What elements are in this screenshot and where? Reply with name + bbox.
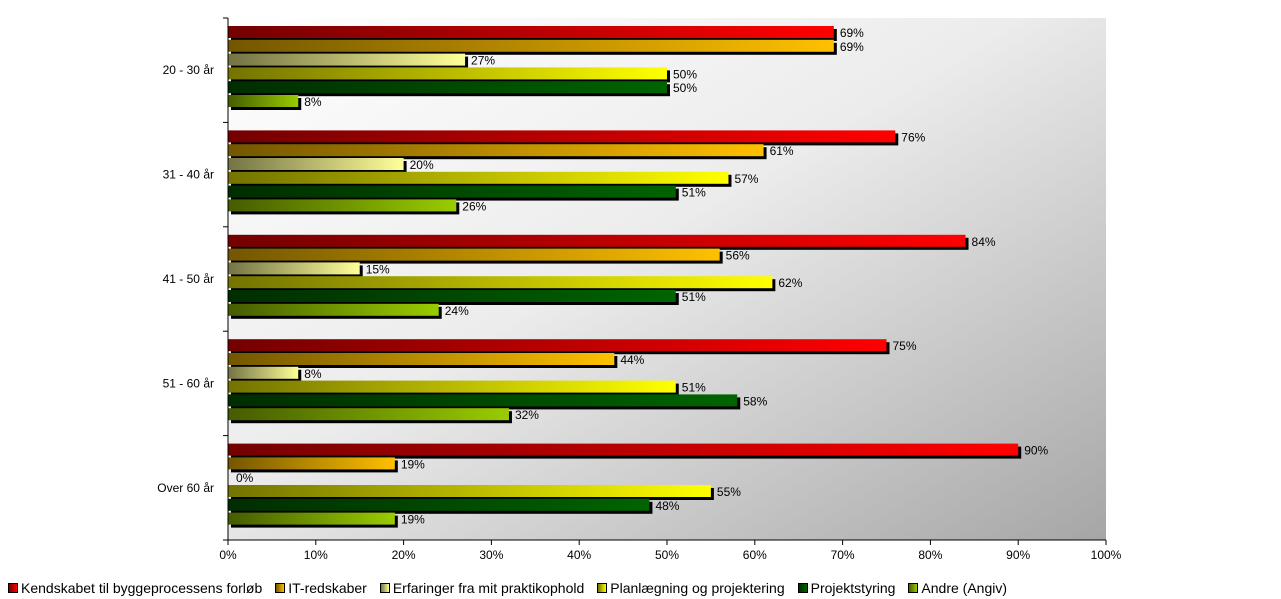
data-label: 32% <box>515 408 539 422</box>
bar <box>228 199 457 212</box>
legend-item: Erfaringer fra mit praktikophold <box>379 580 585 596</box>
bar <box>228 144 764 157</box>
bars-layer <box>228 26 1022 528</box>
bar <box>228 353 615 365</box>
category-label: 31 - 40 år <box>163 168 214 182</box>
legend-swatch <box>275 583 286 593</box>
legend-item: Andre (Angiv) <box>908 580 1007 596</box>
data-label: 51% <box>682 186 706 200</box>
data-label: 62% <box>778 276 802 290</box>
data-label: 26% <box>462 199 486 213</box>
data-label: 8% <box>304 95 322 109</box>
bar <box>228 39 834 52</box>
data-label: 84% <box>972 235 996 249</box>
axes-layer: 20 - 30 år 31 - 40 år 41 - 50 år 51 - 60 år… <box>157 17 1122 562</box>
data-label: 90% <box>1024 444 1048 458</box>
data-labels-layer: 69%69% 27% 50%50% 8% 76% 61% 20% 57% 51% 26% 84% 56… <box>236 26 1049 527</box>
x-tick-label: 0% <box>219 548 237 562</box>
legend-label: Planlægning og projektering <box>610 580 785 596</box>
bar <box>228 290 676 302</box>
data-label: 48% <box>655 499 679 513</box>
bar <box>228 457 395 470</box>
data-label: 58% <box>743 394 767 408</box>
data-label: 19% <box>401 457 425 471</box>
data-label: 44% <box>620 353 644 367</box>
legend-swatch <box>597 583 608 593</box>
bar <box>228 485 711 497</box>
bar-chart: 69%69%27%50%50%8%76%61%20%57%51%26%84%56… <box>157 17 1122 562</box>
bar <box>228 130 896 143</box>
category-label: Over 60 år <box>157 481 214 495</box>
data-label: 0% <box>236 471 254 485</box>
data-label: 27% <box>471 54 495 68</box>
category-label: 20 - 30 år <box>163 63 214 77</box>
data-label: 55% <box>717 485 741 499</box>
bar <box>228 498 650 511</box>
legend-item: Planlægning og projektering <box>597 580 785 596</box>
x-tick-label: 40% <box>567 548 591 562</box>
legend-swatch <box>797 583 808 593</box>
legend-label: Kendskabet til byggeprocessens forløb <box>21 580 263 596</box>
x-tick-label: 20% <box>392 548 416 562</box>
data-label: 76% <box>901 130 925 144</box>
bar <box>228 234 966 247</box>
data-label: 24% <box>445 304 469 318</box>
data-label: 50% <box>673 67 697 81</box>
x-tick-label: 70% <box>831 548 855 562</box>
bar <box>228 67 667 80</box>
x-tick-label: 60% <box>743 548 767 562</box>
bar <box>228 53 466 66</box>
legend-label: Projektstyring <box>810 580 896 596</box>
data-label: 56% <box>726 249 750 263</box>
data-label: 75% <box>893 339 917 353</box>
legend-label: IT-redskaber <box>288 580 367 596</box>
data-label: 20% <box>410 158 434 172</box>
bar <box>228 185 676 198</box>
bar <box>228 408 509 421</box>
bar <box>228 443 1019 456</box>
legend: Kendskabet til byggeprocessens forløb IT-… <box>8 579 1020 597</box>
x-tick-label: 30% <box>479 548 503 562</box>
data-label: 57% <box>734 172 758 186</box>
bar <box>228 339 887 352</box>
data-label: 69% <box>840 40 864 54</box>
bar <box>228 171 729 184</box>
data-label: 69% <box>840 26 864 40</box>
bar <box>228 380 676 393</box>
bar <box>228 394 738 407</box>
bar <box>228 95 299 107</box>
data-label: 61% <box>770 144 794 158</box>
data-label: 50% <box>673 81 697 95</box>
bar <box>228 26 834 38</box>
data-label: 15% <box>366 262 390 276</box>
legend-swatch <box>908 583 919 593</box>
data-label: 51% <box>682 381 706 395</box>
bar <box>228 158 404 170</box>
bar <box>228 262 360 275</box>
legend-swatch <box>379 583 390 593</box>
category-label: 41 - 50 år <box>163 272 214 286</box>
legend-swatch <box>8 583 18 593</box>
bar <box>228 248 720 261</box>
bar <box>228 303 439 316</box>
category-label: 51 - 60 år <box>163 376 214 390</box>
x-tick-label: 80% <box>918 548 942 562</box>
x-tick-label: 100% <box>1091 548 1122 562</box>
data-label: 51% <box>682 290 706 304</box>
x-tick-label: 10% <box>304 548 328 562</box>
bar <box>228 81 667 94</box>
legend-item: Kendskabet til byggeprocessens forløb <box>8 580 262 596</box>
bar <box>228 276 773 289</box>
legend-item: IT-redskaber <box>275 580 367 596</box>
legend-label: Erfaringer fra mit praktikophold <box>392 580 585 596</box>
bar <box>228 512 395 525</box>
data-label: 8% <box>304 367 322 381</box>
legend-item: Projektstyring <box>797 580 896 596</box>
data-label: 19% <box>401 513 425 527</box>
bar <box>228 366 299 379</box>
legend-label: Andre (Angiv) <box>921 580 1008 596</box>
x-tick-label: 90% <box>1006 548 1030 562</box>
x-tick-label: 50% <box>655 548 679 562</box>
